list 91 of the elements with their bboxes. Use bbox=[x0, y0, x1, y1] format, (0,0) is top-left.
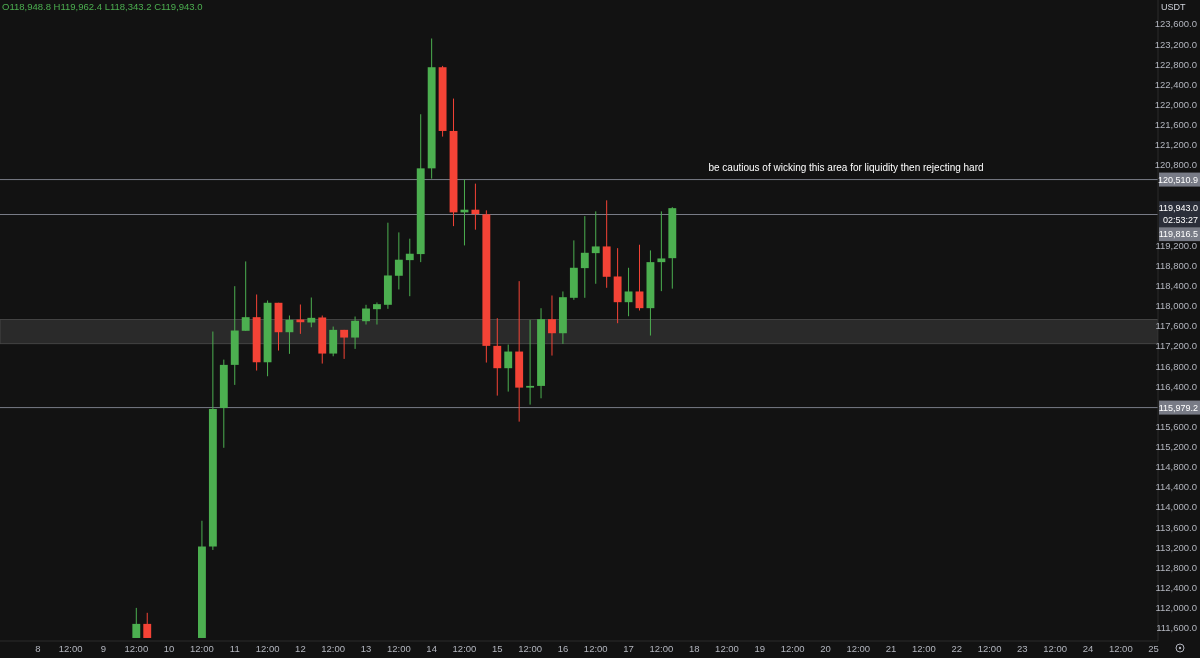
y-tick-label: 118,400.0 bbox=[1155, 280, 1197, 292]
y-tick-label: 111,600.0 bbox=[1156, 622, 1197, 634]
candlestick bbox=[329, 326, 338, 357]
x-tick-label: 12:00 bbox=[649, 643, 674, 654]
x-tick-label: 25 bbox=[1148, 643, 1159, 654]
candlestick bbox=[362, 304, 370, 326]
y-tick-label: 114,800.0 bbox=[1155, 461, 1197, 473]
candlestick bbox=[635, 244, 644, 311]
y-tick-label: 123,600.0 bbox=[1154, 18, 1197, 30]
y-tick-label: 122,000.0 bbox=[1154, 98, 1197, 110]
y-tick-label: 119,200.0 bbox=[1155, 239, 1197, 251]
candlestick bbox=[241, 260, 250, 332]
x-tick-label: 22 bbox=[951, 643, 963, 654]
y-tick-label: 115,200.0 bbox=[1155, 441, 1197, 453]
candlestick bbox=[296, 304, 305, 335]
x-tick-label: 20 bbox=[820, 643, 831, 654]
y-tick-label: 121,200.0 bbox=[1154, 139, 1197, 151]
x-tick-label: 12:00 bbox=[715, 643, 739, 654]
y-tick-label: 113,200.0 bbox=[1155, 541, 1197, 553]
x-tick-label: 12:00 bbox=[321, 643, 346, 654]
x-tick-label: 8 bbox=[35, 643, 41, 654]
candlestick bbox=[132, 607, 141, 639]
x-tick-label: 10 bbox=[163, 643, 175, 654]
x-tick-label: 12:00 bbox=[452, 643, 477, 654]
candlestick bbox=[143, 612, 152, 639]
ref-line-label: 119,816.5 bbox=[1158, 229, 1198, 240]
annotation: be cautious of wicking this area for liquidity then rejecting hard bbox=[708, 161, 984, 173]
x-tick-label: 13 bbox=[360, 643, 372, 654]
y-tick-label: 116,400.0 bbox=[1155, 380, 1197, 392]
y-tick-label: 118,000.0 bbox=[1155, 300, 1197, 312]
y-tick-label: 112,800.0 bbox=[1155, 561, 1197, 573]
candlestick bbox=[526, 319, 535, 406]
x-tick-label: 12:00 bbox=[255, 643, 280, 654]
x-tick-label: 9 bbox=[100, 643, 107, 654]
x-tick-label: 12:00 bbox=[912, 643, 936, 654]
y-tick-label: 122,800.0 bbox=[1154, 58, 1197, 70]
candlestick bbox=[580, 215, 589, 299]
x-tick-label: 12:00 bbox=[1108, 643, 1133, 654]
y-tick-label: 120,800.0 bbox=[1154, 159, 1197, 171]
y-tick-label: 112,400.0 bbox=[1155, 581, 1197, 593]
candlestick bbox=[373, 301, 381, 326]
x-tick-label: 21 bbox=[885, 643, 897, 654]
y-tick-label: 113,600.0 bbox=[1155, 521, 1197, 533]
candlestick bbox=[471, 183, 480, 231]
x-tick-label: 23 bbox=[1017, 643, 1028, 654]
candlestick bbox=[405, 238, 414, 297]
y-tick-label: 118,800.0 bbox=[1155, 259, 1197, 271]
candlestick bbox=[493, 317, 502, 397]
x-tick-label: 12:00 bbox=[124, 643, 149, 654]
candlestick bbox=[340, 329, 349, 360]
candlestick bbox=[657, 210, 666, 292]
candlestick bbox=[591, 210, 600, 285]
x-tick-label: 15 bbox=[492, 643, 503, 654]
y-tick-label: 114,400.0 bbox=[1155, 481, 1197, 493]
x-tick-label: 12:00 bbox=[58, 643, 83, 654]
x-tick-label: 24 bbox=[1082, 643, 1094, 654]
x-tick-label: 17 bbox=[623, 643, 634, 654]
y-tick-label: 117,600.0 bbox=[1155, 320, 1197, 332]
y-tick-label: 123,200.0 bbox=[1154, 38, 1197, 50]
y-axis-title: USDT bbox=[1161, 2, 1186, 12]
x-tick-label: 12:00 bbox=[583, 643, 608, 654]
x-tick-label: 12:00 bbox=[846, 643, 871, 654]
y-tick-label: 121,600.0 bbox=[1154, 119, 1197, 131]
x-tick-label: 18 bbox=[688, 643, 700, 654]
candlestick bbox=[548, 294, 556, 357]
y-tick-label: 112,000.0 bbox=[1155, 602, 1197, 614]
candlestick bbox=[624, 267, 633, 317]
candlestick bbox=[394, 231, 403, 290]
x-tick-label: 11 bbox=[229, 643, 240, 654]
y-tick-label: 115,600.0 bbox=[1155, 420, 1197, 432]
y-tick-label: 122,400.0 bbox=[1154, 78, 1197, 90]
x-tick-label: 12:00 bbox=[386, 643, 411, 654]
y-tick-label: 117,200.0 bbox=[1155, 340, 1197, 352]
x-tick-label: 14 bbox=[426, 643, 437, 654]
x-tick-label: 12:00 bbox=[977, 643, 1002, 654]
y-tick-label: 116,800.0 bbox=[1155, 360, 1197, 372]
candlestick bbox=[504, 344, 513, 393]
y-tick-label: 114,000.0 bbox=[1155, 501, 1197, 513]
ref-line-label: 115,979.2 bbox=[1158, 402, 1198, 413]
x-tick-label: 12 bbox=[295, 643, 306, 654]
x-tick-label: 12:00 bbox=[1043, 643, 1068, 654]
text: 119,943.0 bbox=[1158, 203, 1198, 214]
text: 02:53:27 bbox=[1162, 215, 1198, 226]
candlestick bbox=[307, 297, 316, 328]
x-tick-label: 19 bbox=[754, 643, 766, 654]
x-tick-label: 12:00 bbox=[190, 643, 214, 654]
x-tick-label: 12:00 bbox=[518, 643, 542, 654]
x-tick-label: 16 bbox=[557, 643, 569, 654]
x-tick-label: 12:00 bbox=[780, 643, 805, 654]
annotation: O118,948.8 H119,962.4 L118,343.2 C119,943.0 bbox=[2, 1, 203, 12]
candlestick bbox=[351, 316, 360, 350]
